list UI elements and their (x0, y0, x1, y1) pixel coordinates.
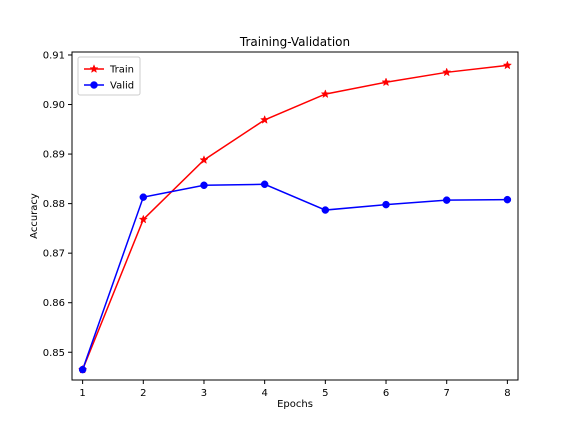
data-point-train (320, 89, 330, 99)
x-tick-label: 6 (383, 388, 389, 399)
x-axis-label: Epochs (277, 399, 313, 410)
data-point-valid (200, 181, 208, 190)
data-point-valid (321, 206, 330, 214)
data-point-valid (260, 180, 269, 189)
data-point-train (199, 155, 209, 164)
series-group (77, 60, 513, 374)
y-tick-label: 0.85 (43, 348, 65, 359)
data-point-train (502, 60, 513, 70)
plot-frame (71, 51, 519, 381)
x-axis-ticks: 1 2 3 4 5 6 7 8 (79, 380, 511, 399)
data-point-train (260, 114, 270, 124)
plot-area (71, 51, 519, 381)
data-point-valid (382, 200, 390, 209)
x-tick-label: 7 (444, 388, 450, 399)
x-tick-label: 5 (322, 388, 328, 399)
data-point-train (442, 67, 452, 77)
data-point-train (138, 214, 148, 224)
y-tick-label: 0.86 (43, 298, 65, 309)
data-point-valid (442, 196, 451, 204)
series-line-train (81, 64, 508, 370)
y-axis-label: Accuracy (29, 193, 40, 239)
x-tick-label: 8 (504, 388, 510, 399)
series-line-valid (81, 183, 508, 370)
chart-title: Training-Validation (239, 35, 350, 49)
series-valid (78, 180, 512, 374)
legend-marker (90, 81, 98, 89)
y-axis-ticks: 0.85 0.86 0.87 0.88 0.89 0.90 0.91 (43, 50, 72, 359)
data-point-valid (139, 193, 148, 201)
data-point-valid (503, 195, 512, 204)
legend-entry-valid: Valid (84, 81, 134, 92)
legend-label: Train (109, 65, 134, 76)
y-tick-label: 0.91 (43, 50, 65, 61)
legend: Train Valid (77, 56, 141, 96)
x-tick-label: 3 (201, 388, 207, 399)
data-point-valid (78, 365, 87, 374)
y-tick-label: 0.88 (43, 199, 65, 210)
y-tick-label: 0.87 (43, 249, 65, 260)
x-tick-label: 2 (140, 388, 146, 399)
y-tick-label: 0.89 (43, 150, 65, 161)
x-tick-label: 1 (79, 388, 85, 399)
legend-entry-train: Train (84, 64, 134, 76)
y-tick-label: 0.90 (43, 100, 65, 111)
legend-marker (89, 64, 99, 73)
data-point-train (381, 77, 391, 87)
legend-label: Valid (110, 81, 134, 92)
x-tick-label: 4 (261, 388, 267, 399)
